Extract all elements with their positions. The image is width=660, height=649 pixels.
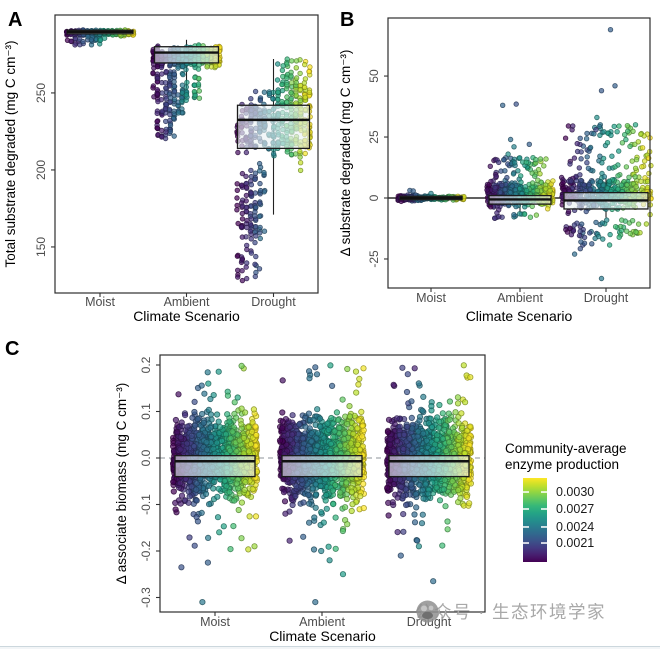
svg-text:Drought: Drought xyxy=(584,291,629,305)
panel-b-boxplot-chart: Moist Ambient Drought -25 0 25 50 Δ substrate d… xyxy=(338,9,654,324)
svg-text:250: 250 xyxy=(34,83,48,103)
svg-text:Climate Scenario: Climate Scenario xyxy=(466,308,573,324)
svg-text:Moist: Moist xyxy=(200,615,230,629)
svg-text:Moist: Moist xyxy=(85,295,115,309)
panel-a-boxplot-chart: Moist Ambient Drought 150 200 250 Total substr… xyxy=(3,9,319,324)
svg-text:Climate Scenario: Climate Scenario xyxy=(133,308,240,324)
svg-text:150: 150 xyxy=(34,237,48,257)
svg-text:Δ substrate degraded (mg C cm⁻: Δ substrate degraded (mg C cm⁻³) xyxy=(338,50,353,257)
svg-text:50: 50 xyxy=(367,69,381,83)
svg-text:Moist: Moist xyxy=(416,291,446,305)
panel-c-boxplot-chart: Moist Ambient Drought-0.3-0.2-0.10.00.10.2… xyxy=(5,338,486,644)
svg-text:Ambient: Ambient xyxy=(164,295,210,309)
svg-text:A: A xyxy=(8,9,22,31)
svg-text:Drought: Drought xyxy=(251,295,296,309)
svg-text:25: 25 xyxy=(367,130,381,144)
svg-text:200: 200 xyxy=(34,160,48,180)
svg-text:-25: -25 xyxy=(367,250,381,268)
svg-text:B: B xyxy=(340,9,354,31)
bottom-divider xyxy=(0,646,660,649)
svg-text:Ambient: Ambient xyxy=(497,291,543,305)
svg-text:Total substrate degraded (mg C: Total substrate degraded (mg C cm⁻³) xyxy=(3,41,18,268)
svg-text:0: 0 xyxy=(367,194,381,201)
